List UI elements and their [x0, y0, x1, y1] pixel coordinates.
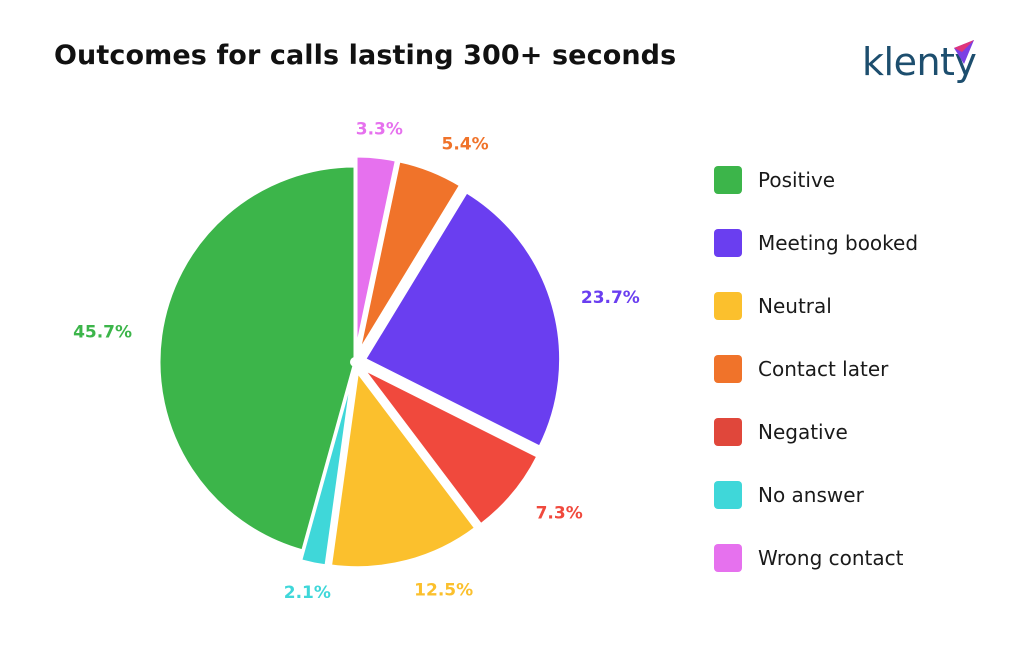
- legend-label: Contact later: [758, 357, 889, 381]
- legend-swatch: [714, 544, 742, 572]
- legend-item-wrong-contact: Wrong contact: [714, 542, 918, 574]
- legend-swatch: [714, 481, 742, 509]
- legend-label: No answer: [758, 483, 864, 507]
- pie-chart: 3.3% 5.4% 23.7% 7.3% 12.5% 2.1% 45.7%: [73, 119, 640, 603]
- legend-label: Negative: [758, 420, 848, 444]
- pie-slice-negative: [361, 366, 540, 527]
- slice-label-neutral: 12.5%: [414, 580, 473, 600]
- legend-label: Neutral: [758, 294, 832, 318]
- paper-plane-icon: [954, 40, 974, 64]
- pie-slices: [157, 154, 563, 570]
- legend-swatch: [714, 229, 742, 257]
- pie-slice-wrong-contact: [354, 154, 398, 354]
- slice-label-positive: 45.7%: [73, 323, 132, 343]
- legend-swatch: [714, 355, 742, 383]
- pie-center-dot: [350, 357, 360, 367]
- chart-legend: Positive Meeting booked Neutral Contact lat…: [714, 164, 918, 605]
- pie-slice-positive: [157, 164, 357, 553]
- pie-slice-labels: 3.3% 5.4% 23.7% 7.3% 12.5% 2.1% 45.7%: [73, 119, 640, 603]
- legend-item-negative: Negative: [714, 416, 918, 448]
- slice-label-wrong-contact: 3.3%: [356, 119, 403, 139]
- legend-item-contact-later: Contact later: [714, 353, 918, 385]
- legend-label: Wrong contact: [758, 546, 904, 570]
- pie-slice-meeting-booked: [363, 190, 563, 449]
- legend-swatch: [714, 418, 742, 446]
- pie-slice-neutral: [329, 370, 478, 570]
- legend-item-no-answer: No answer: [714, 479, 918, 511]
- chart-title: Outcomes for calls lasting 300+ seconds: [54, 40, 677, 71]
- legend-label: Meeting booked: [758, 231, 919, 255]
- slice-label-no-answer: 2.1%: [284, 583, 331, 603]
- klenty-logo: klenty: [862, 38, 982, 96]
- legend-swatch: [714, 292, 742, 320]
- legend-swatch: [714, 166, 742, 194]
- pie-slice-contact-later: [357, 159, 463, 355]
- slice-label-contact-later: 5.4%: [442, 135, 489, 155]
- slice-label-negative: 7.3%: [536, 503, 583, 523]
- legend-item-meeting-booked: Meeting booked: [714, 227, 918, 259]
- slice-label-meeting-booked: 23.7%: [581, 288, 640, 308]
- legend-item-positive: Positive: [714, 164, 918, 196]
- legend-item-neutral: Neutral: [714, 290, 918, 322]
- legend-label: Positive: [758, 168, 836, 192]
